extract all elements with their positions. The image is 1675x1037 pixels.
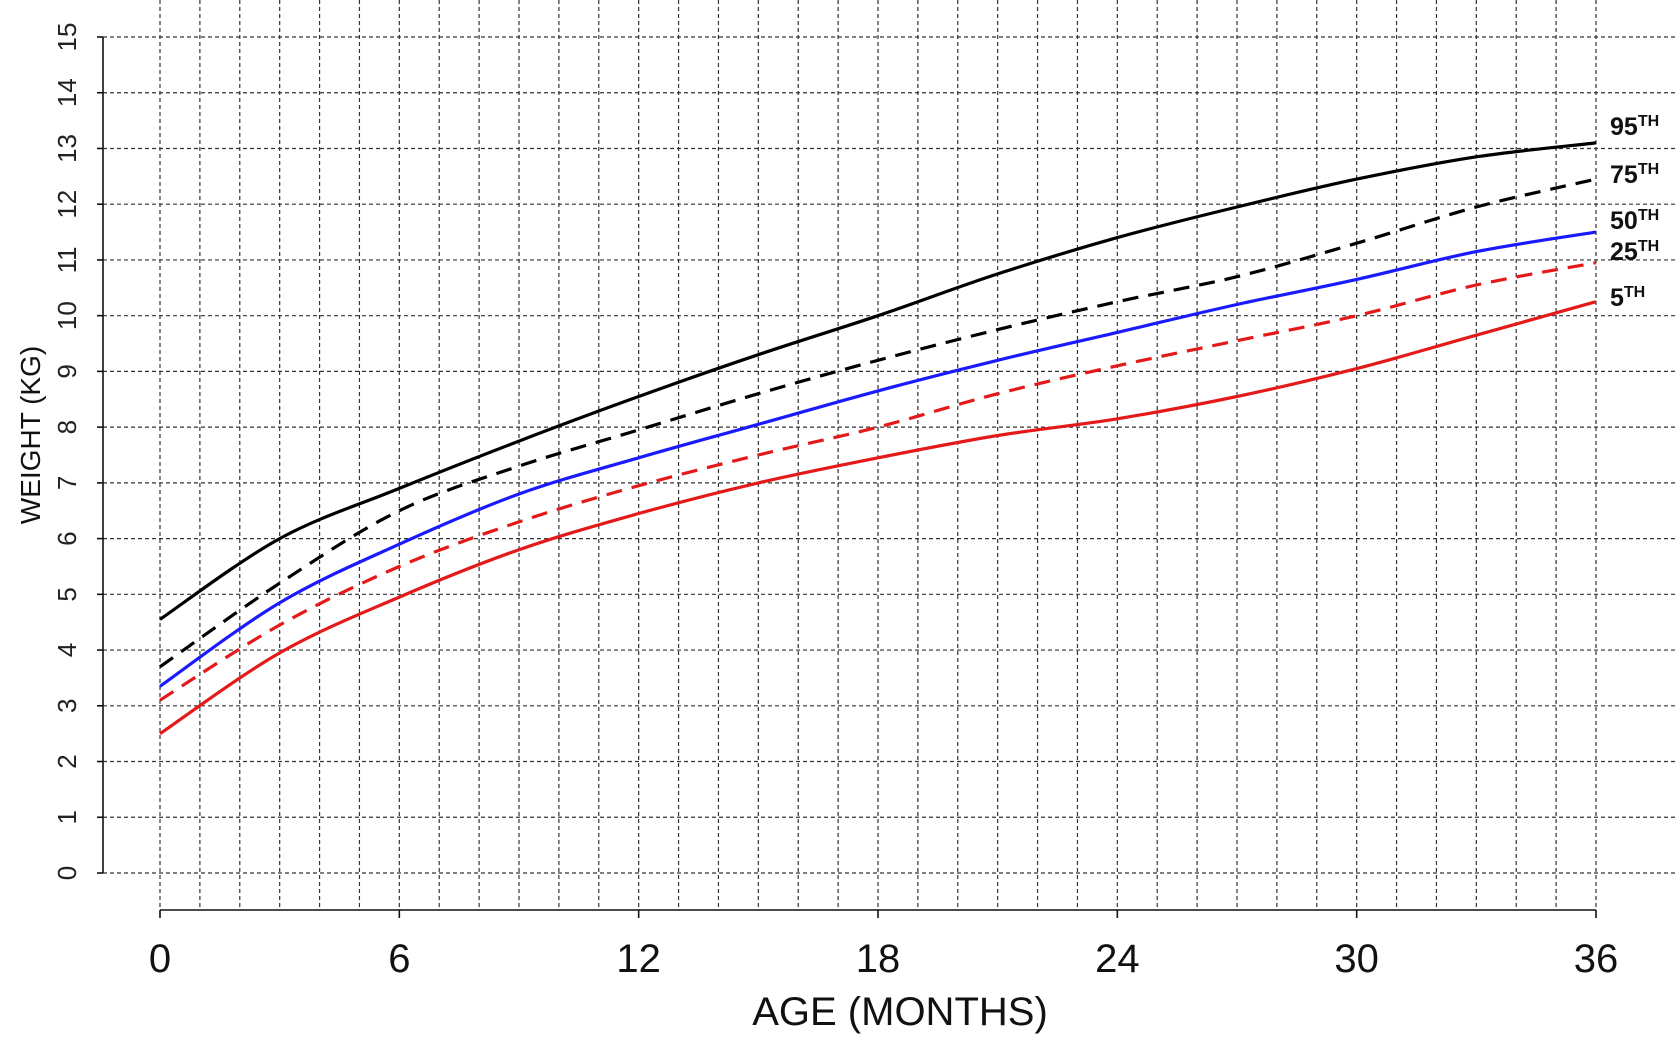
y-tick-label: 10 — [52, 301, 82, 330]
y-tick-label: 3 — [52, 699, 82, 713]
y-tick-label: 4 — [52, 643, 82, 657]
series-line-p50 — [159, 230, 1597, 688]
series-line-p5 — [159, 300, 1597, 736]
series-label-p25: 25TH — [1610, 238, 1659, 266]
x-tick-label: 30 — [1334, 937, 1379, 981]
y-tick-label: 8 — [52, 420, 82, 434]
series-label-number: 75 — [1610, 161, 1638, 189]
series-label-p75: 75TH — [1610, 161, 1659, 189]
series-label-number: 5 — [1610, 284, 1624, 312]
series-label-number: 50 — [1610, 207, 1638, 235]
series-label-number: 25 — [1610, 238, 1638, 266]
series-label-p95: 95TH — [1610, 113, 1659, 141]
x-tick-label: 0 — [149, 937, 171, 981]
series-line-p75 — [159, 177, 1597, 669]
y-tick-label: 13 — [52, 134, 82, 163]
y-tick-label: 9 — [52, 364, 82, 378]
series-lines — [159, 141, 1597, 736]
x-axis-label: AGE (MONTHS) — [752, 990, 1048, 1034]
x-tick-label: 24 — [1095, 937, 1140, 981]
series-label-suffix: TH — [1638, 238, 1659, 255]
y-tick-label: 2 — [52, 754, 82, 768]
y-tick-label: 7 — [52, 476, 82, 490]
y-tick-label: 15 — [52, 23, 82, 52]
y-tick-label: 1 — [52, 810, 82, 824]
series-label-p5: 5TH — [1610, 284, 1645, 312]
series-label-suffix: TH — [1624, 284, 1645, 301]
series-label-suffix: TH — [1638, 161, 1659, 178]
series-label-p50: 50TH — [1610, 207, 1659, 235]
series-line-p95 — [159, 141, 1597, 621]
y-tick-label: 11 — [52, 246, 82, 273]
series-label-suffix: TH — [1638, 113, 1659, 130]
series-label-suffix: TH — [1638, 207, 1659, 224]
y-tick-label: 0 — [52, 866, 82, 880]
x-tick-label: 12 — [616, 937, 661, 981]
x-tick-label: 18 — [856, 937, 901, 981]
series-line-p25 — [159, 261, 1597, 702]
y-tick-label: 12 — [52, 190, 82, 219]
series-label-number: 95 — [1610, 113, 1638, 141]
x-tick-label: 6 — [388, 937, 410, 981]
axes — [97, 36, 1597, 918]
x-axis-ticks: 0 6 12 18 24 30 36 — [149, 937, 1618, 981]
y-tick-label: 6 — [52, 531, 82, 545]
y-tick-label: 5 — [52, 587, 82, 601]
y-tick-label: 14 — [52, 78, 82, 107]
x-tick-label: 36 — [1574, 937, 1619, 981]
y-axis-label: WEIGHT (KG) — [15, 346, 46, 524]
